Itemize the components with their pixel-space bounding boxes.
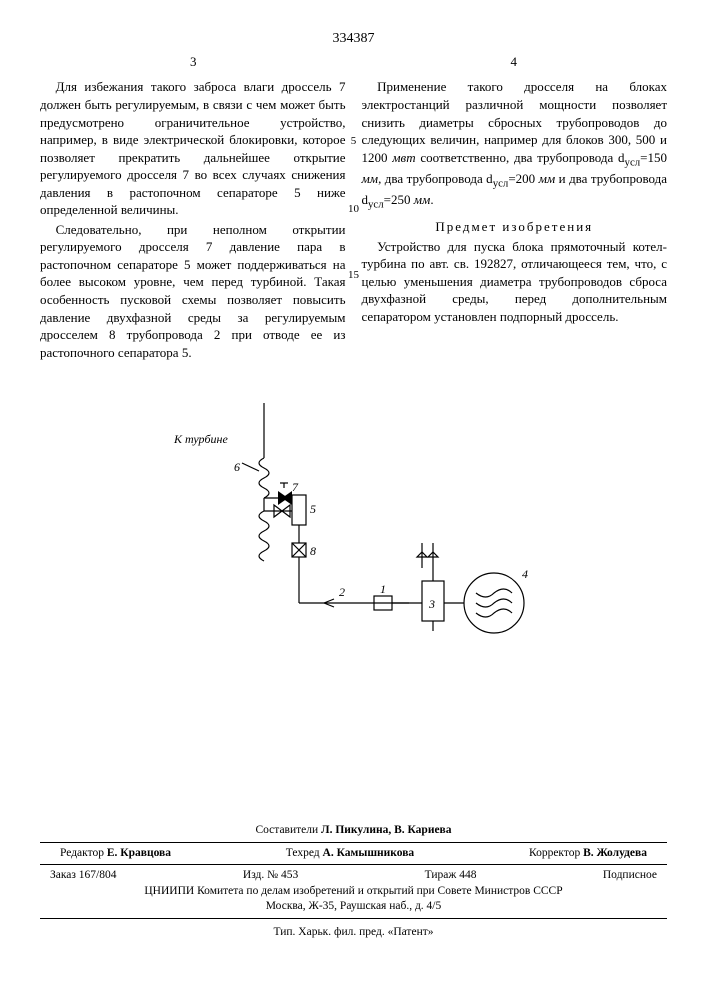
- schematic-diagram: К турбине 6 7 5 8 2 1 3 4: [164, 403, 544, 703]
- line-number-15: 15: [348, 268, 359, 283]
- diagram-label-3: 3: [428, 597, 435, 611]
- left-column: Для избежания такого заброса влаги дросс…: [40, 78, 346, 363]
- diagram-label-7: 7: [292, 480, 299, 494]
- publisher-org: ЦНИИПИ Комитета по делам изобретений и о…: [40, 884, 667, 900]
- printer-line: Тип. Харьк. фил. пред. «Патент»: [40, 925, 667, 941]
- page-number-left: 3: [190, 53, 197, 71]
- diagram-label-4: 4: [522, 567, 528, 581]
- tirazh: Тираж 448: [425, 868, 477, 884]
- issue-number: Изд. № 453: [243, 868, 298, 884]
- publisher-address: Москва, Ж-35, Раушская наб., д. 4/5: [40, 899, 667, 915]
- line-number-5: 5: [351, 134, 357, 149]
- right-column: Применение такого дросселя на блоках эле…: [362, 78, 668, 363]
- order-number: Заказ 167/804: [50, 868, 117, 884]
- left-para-1: Для избежания такого заброса влаги дросс…: [40, 78, 346, 218]
- diagram-label-5: 5: [310, 502, 316, 516]
- claims-heading: Предмет изобретения: [362, 218, 668, 236]
- authors-label: Составители: [255, 824, 318, 836]
- page-number-right: 4: [511, 53, 518, 71]
- left-para-2: Следовательно, при неполном открытии рег…: [40, 221, 346, 361]
- diagram-label-1: 1: [380, 582, 386, 596]
- diagram-caption: К турбине: [173, 432, 228, 446]
- techred: А. Камышникова: [323, 847, 415, 859]
- corrector: В. Жолудева: [583, 847, 647, 859]
- line-number-10: 10: [348, 202, 359, 217]
- colophon: Составители Л. Пикулина, В. Кариева Реда…: [40, 823, 667, 940]
- editor: Е. Кравцова: [107, 847, 171, 859]
- authors: Л. Пикулина, В. Кариева: [321, 824, 451, 836]
- techred-label: Техред: [286, 847, 320, 859]
- diagram-label-8: 8: [310, 544, 316, 558]
- text-columns: 5 10 15 Для избежания такого заброса вла…: [40, 78, 667, 363]
- diagram-label-6: 6: [234, 460, 240, 474]
- right-para-1: Применение такого дросселя на блоках эле…: [362, 78, 668, 212]
- document-number: 334387: [40, 30, 667, 49]
- editor-label: Редактор: [60, 847, 104, 859]
- subscribed: Подписное: [603, 868, 657, 884]
- right-para-2: Устройство для пуска блока прямоточный к…: [362, 238, 668, 326]
- diagram-label-2: 2: [339, 585, 345, 599]
- corrector-label: Корректор: [529, 847, 580, 859]
